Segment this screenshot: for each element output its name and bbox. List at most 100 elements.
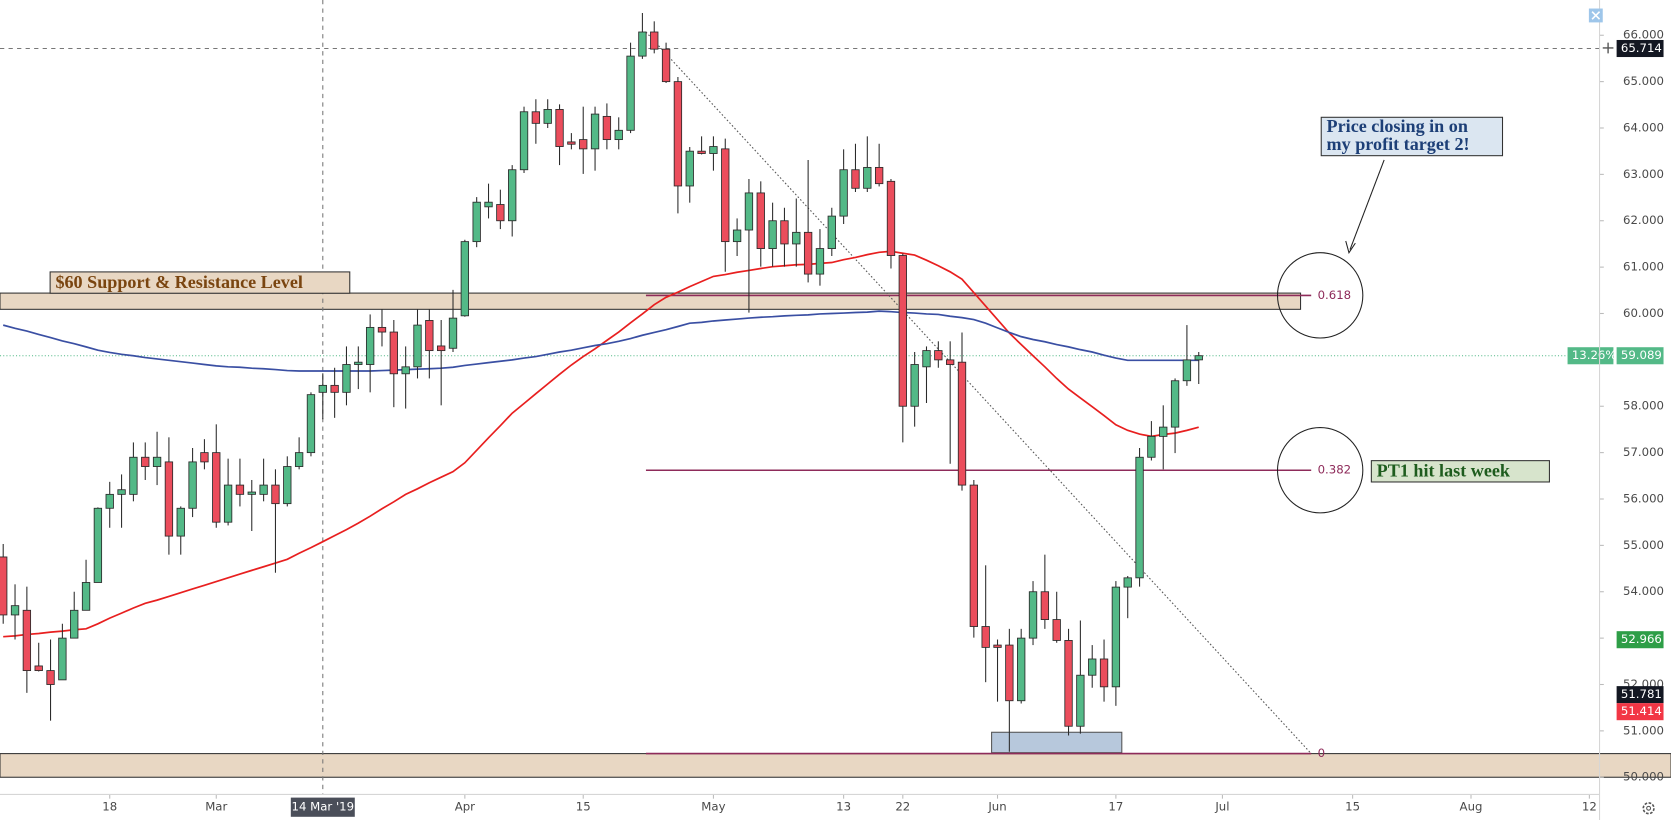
candle-body [1182,359,1192,382]
y-tick-label: 51.000 [1623,723,1664,737]
candle-body [673,81,683,187]
pt1-note: PT1 hit last week [1377,461,1511,481]
trendline [645,31,1312,754]
crosshair-x-label-box [290,797,355,817]
candle-body [567,141,576,145]
candle-body [1064,640,1073,727]
settings-icon-center [1646,805,1652,811]
candle-body [425,320,434,352]
price-label: 52.966 [1621,632,1662,646]
candle-body [1028,591,1038,639]
candle-body [721,148,730,243]
price-label-box [1616,703,1664,721]
candle-body [413,324,422,368]
candle-body [780,220,789,245]
candle-body [1052,619,1061,641]
circle [1276,252,1364,339]
candle-body [874,166,884,185]
candle-body [294,452,304,467]
candle-body [10,605,20,616]
x-tick-label: 17 [1108,800,1123,814]
candle-body [58,637,67,681]
candle-body [1099,658,1109,688]
candle-body [1123,577,1132,588]
candle-body [638,31,647,57]
candle-body [176,507,185,537]
candle-body [93,507,103,583]
candle-body [768,220,777,249]
candle-body [1194,355,1203,361]
y-tick-label: 65.000 [1623,74,1664,88]
fib-label: 0.382 [1318,463,1352,477]
candle-body [922,350,931,368]
candle-body [460,241,470,317]
y-tick-label: 61.000 [1623,260,1664,274]
candle-body [815,248,825,275]
last-price-label: 59.089 [1621,348,1662,362]
candle-body [448,317,458,349]
arrow [1349,159,1385,250]
candle-body [283,466,292,505]
candle-body [1159,426,1168,437]
candle-body [555,109,564,147]
x-tick-label: 12 [1582,800,1597,814]
candle-body [543,109,552,124]
crosshair-price-label-box [1616,39,1664,58]
candle-body [827,215,836,249]
x-tick-label: Jul [1214,800,1229,814]
candle-body [1017,637,1026,702]
marks: 50.00051.00052.00053.00054.00055.00056.0… [0,12,1664,817]
candle-body [508,169,517,222]
y-tick-label: 55.000 [1623,538,1664,552]
candle-body [212,452,221,523]
x-tick-label: Apr [455,800,475,814]
arrow-head [1345,240,1356,254]
price-label: 51.781 [1621,687,1662,701]
candle-body [22,609,32,672]
candle-body [472,201,481,243]
candle-body [650,31,659,50]
range-box [991,731,1123,754]
circle [1276,427,1364,514]
candle-body [803,231,813,275]
drawings: 0.618 0.382 0 [0,0,1671,795]
settings-icon[interactable] [1642,802,1655,815]
candle-body [365,326,375,365]
candle-body [886,180,896,256]
candle-body [496,204,505,222]
change-label-box [1567,347,1614,365]
price-label-box [1616,631,1664,649]
x-tick-label: 18 [102,800,117,814]
candle-body [437,345,446,352]
candle-body [863,166,872,189]
candle-body [981,626,990,648]
candle-body [1040,591,1050,621]
x-tick-label: 15 [1345,800,1360,814]
candle-body [697,150,706,154]
x-tick-label: 15 [576,800,591,814]
y-tick-label: 56.000 [1623,491,1664,505]
candle-body [934,350,943,361]
candle-body [732,229,742,243]
x-tick-label: Mar [205,800,227,814]
y-tick-label: 57.000 [1623,445,1664,459]
candle-body [685,150,694,187]
candle-body [389,331,398,375]
price-label: 51.414 [1621,704,1662,718]
candle-body [271,484,280,505]
candle-body [756,192,765,249]
candle-body [946,359,955,365]
candle-body [531,111,541,124]
candle-body [661,48,671,83]
candle-body [1111,586,1121,688]
last-price-label-box [1616,347,1664,365]
support-label: $60 Support & Resistance Level [55,272,302,292]
candle-body [969,484,979,627]
candle-body [910,364,919,407]
candle-body [744,192,754,231]
candle-body [318,384,327,393]
zone [0,753,1671,778]
candle-body [81,582,91,611]
plus-button[interactable] [1602,42,1614,54]
